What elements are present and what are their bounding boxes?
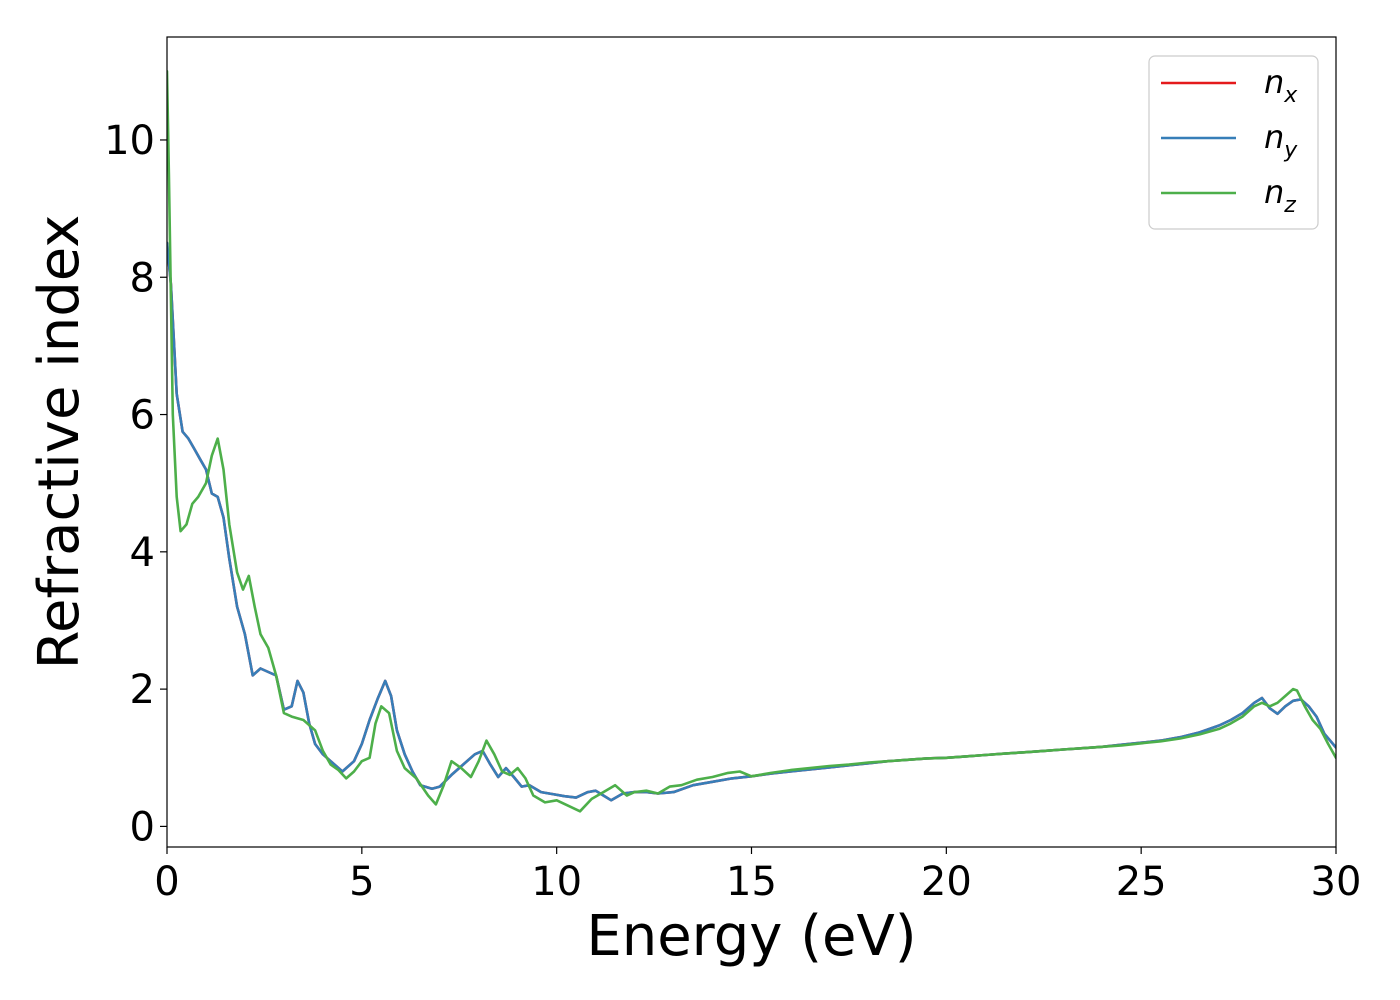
y-axis-label: Refractive index bbox=[27, 215, 92, 670]
axes-frame bbox=[166, 36, 1337, 848]
x-tick-label: 20 bbox=[921, 859, 972, 905]
x-tick-label: 0 bbox=[154, 859, 179, 905]
x-tick-label: 5 bbox=[349, 859, 374, 905]
y-tick-label: 2 bbox=[130, 667, 155, 713]
plot-area bbox=[167, 70, 1336, 813]
legend-box bbox=[1148, 55, 1319, 230]
legend-label-x: nx bbox=[1264, 63, 1298, 108]
x-tick-label: 25 bbox=[1116, 859, 1167, 905]
y-tick-label: 0 bbox=[130, 804, 155, 850]
series-line-z bbox=[167, 70, 1336, 813]
x-tick-label: 10 bbox=[531, 859, 582, 905]
y-tick-label: 6 bbox=[130, 393, 155, 439]
y-tick-label: 4 bbox=[130, 530, 155, 576]
y-axis-ticks: 0 2 4 6 8 10 bbox=[104, 118, 167, 850]
x-tick-label: 15 bbox=[726, 859, 777, 905]
x-tick-label: 30 bbox=[1311, 859, 1362, 905]
y-tick-label: 10 bbox=[104, 118, 155, 164]
x-axis-ticks: 0 5 10 15 20 25 30 bbox=[154, 847, 1361, 905]
legend-label-z: nz bbox=[1264, 173, 1296, 218]
x-axis-label: Energy (eV) bbox=[586, 904, 916, 969]
legend-label-y: ny bbox=[1264, 118, 1298, 163]
y-tick-label: 8 bbox=[130, 255, 155, 301]
legend: nx ny nz bbox=[1148, 55, 1319, 230]
